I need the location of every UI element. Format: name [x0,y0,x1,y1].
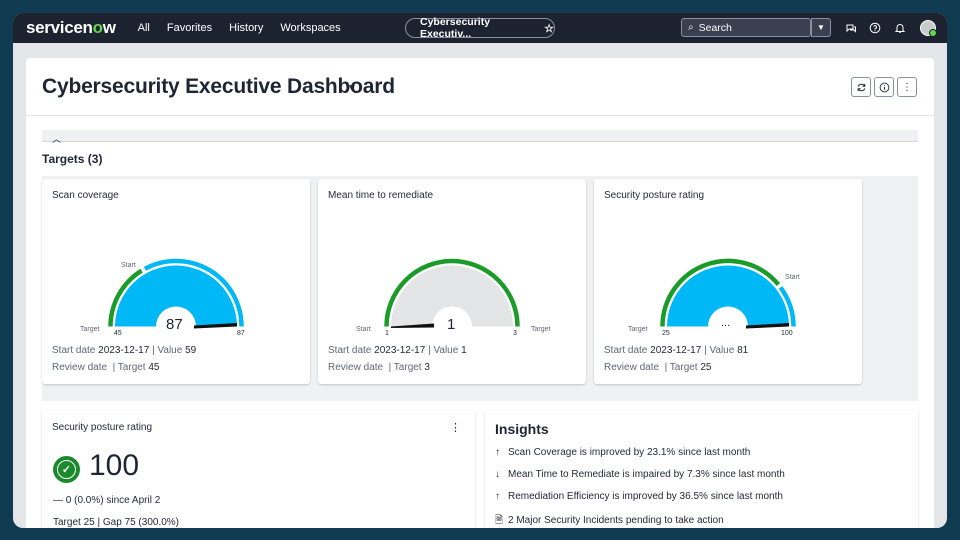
gauge-min-label: 25 [662,330,670,337]
review-date-row: Review date | Target 3 [328,362,430,373]
gauge-target-label: Target [80,326,100,333]
gauge-center [432,306,472,327]
target-card-mean-time-to-remediate[interactable]: Mean time to remediate 1 1 3 Start Targe… [318,179,586,384]
gauge-max-label: 3 [513,330,517,337]
gauge-max-label: 100 [781,330,793,337]
kebab-icon: ⋮ [902,81,912,93]
more-options-button[interactable]: ⋮ [897,77,917,97]
gauge-target-label: Target [531,326,551,333]
gauge-min-label: 45 [114,330,122,337]
nav-link-history[interactable]: History [229,22,264,34]
avatar[interactable] [920,20,937,37]
app-window: servicenow All Favorites History Workspa… [13,13,947,528]
section-title: Targets (3) [42,152,103,166]
check-circle-icon: ✓ [53,456,80,483]
gauge-center-value: 87 [166,316,183,333]
arrow-down-icon: ↓ [495,469,500,480]
gauge-needle [746,323,789,329]
nav-links: All Favorites History Workspaces [138,22,341,34]
gauge-fill [115,265,237,327]
search-scope-dropdown[interactable]: ▼ [811,18,831,37]
start-date-row: Start date 2023-12-17 | Value 1 [328,345,467,356]
collapse-section-icon[interactable]: ︿ [52,134,62,144]
gauge-needle [194,323,237,329]
gauge-start-label: Start [121,262,136,269]
star-icon[interactable]: ☆ [544,22,554,35]
gauge-needle [391,323,434,328]
change-since-text: — 0 (0.0%) since April 2 [53,495,161,506]
review-date-row: Review date | Target 25 [604,362,712,373]
nav-link-all[interactable]: All [137,22,150,34]
nav-link-favorites[interactable]: Favorites [166,22,213,34]
context-pill-label: Cybersecurity Executiv... [420,16,491,40]
chevron-down-icon: ▼ [817,23,825,32]
insights-title: Insights [495,421,549,437]
context-pill[interactable]: Cybersecurity Executiv... ☆ [405,16,555,40]
start-date-row: Start date 2023-12-17 | Value 81 [604,345,749,356]
gauge-ring-remaining [778,286,796,327]
arrow-up-icon: ↑ [495,447,500,458]
gauge-start-label: Start [356,326,371,333]
refresh-icon [857,83,865,91]
card-title: Mean time to remediate [328,190,434,201]
servicenow-logo[interactable]: servicenow [26,18,116,37]
gauge-center [708,306,748,327]
gauge-target-label: Target [628,326,648,333]
insight-item[interactable]: ↑ Scan Coverage is improved by 23.1% sinc… [495,447,751,458]
title-dropdown-icon[interactable]: ▼ [347,83,357,94]
gauge-fill [667,265,789,327]
bell-icon[interactable] [893,21,907,35]
help-icon[interactable] [868,21,882,35]
card-menu-icon[interactable]: ⋮ [450,422,461,434]
insight-item[interactable]: 🗎 2 Major Security Incidents pending to t… [495,513,724,528]
insight-item[interactable]: ↑ Remediation Efficiency is improved by 3… [495,491,783,502]
gauge-chart: ... 25 100 Start Target [628,258,800,337]
gauge-center-value: 1 [447,316,455,333]
insight-item[interactable]: ↓ Mean Time to Remediate is impaired by 7… [495,469,785,480]
info-icon [879,82,889,92]
gauge-chart: 87 45 87 Start Target [80,258,245,337]
section-divider [42,130,918,142]
card-title: Security posture rating [52,422,153,433]
gauge-ring-remaining [143,258,244,327]
info-button[interactable] [874,77,894,97]
search-icon: ⌕ [688,22,694,33]
document-icon: 🗎 [495,515,504,526]
gauge-fill [391,265,513,327]
gauge-ring-progress [384,258,520,327]
start-date-row: Start date 2023-12-17 | Value 59 [52,345,197,356]
gauge-ring-progress [108,268,143,327]
chat-icon[interactable] [844,21,858,35]
insights-card: Insights ↑ Scan Coverage is improved by 2… [485,411,918,528]
page-title: Cybersecurity Executive Dashboard [42,75,395,98]
target-card-scan-coverage[interactable]: Scan coverage 87 45 87 Start Target Star… [42,179,310,384]
card-title: Scan coverage [52,190,119,201]
top-navigation-bar: servicenow All Favorites History Workspa… [13,13,947,43]
dashboard-content: Cybersecurity Executive Dashboard ▼ ⋮ ︿ … [26,58,934,528]
global-search[interactable]: ⌕ Search [681,18,811,37]
refresh-button[interactable] [851,77,871,97]
target-card-security-posture-rating[interactable]: Security posture rating ... 25 100 Start… [594,179,862,384]
review-date-row: Review date | Target 45 [52,362,160,373]
gauge-max-label: 87 [237,330,245,337]
arrow-up-icon: ↑ [495,491,500,502]
dashboard-header: Cybersecurity Executive Dashboard ▼ ⋮ [26,58,934,116]
security-posture-rating-card[interactable]: Security posture rating ⋮ ✓ 100 — 0 (0.0… [42,411,475,528]
gauge-chart: 1 1 3 Start Target [356,258,551,337]
nav-link-workspaces[interactable]: Workspaces [280,22,341,34]
gauge-center-value: ... [721,317,730,329]
card-title: Security posture rating [604,190,705,201]
gauge-ring-progress [660,258,781,327]
target-gap-text: Target 25 | Gap 75 (300.0%) [53,517,180,528]
gauge-start-label: Start [785,274,800,281]
search-label: Search [698,21,732,34]
gauge-center [156,306,196,327]
score-value: 100 [89,449,140,482]
gauge-min-label: 1 [385,330,389,337]
